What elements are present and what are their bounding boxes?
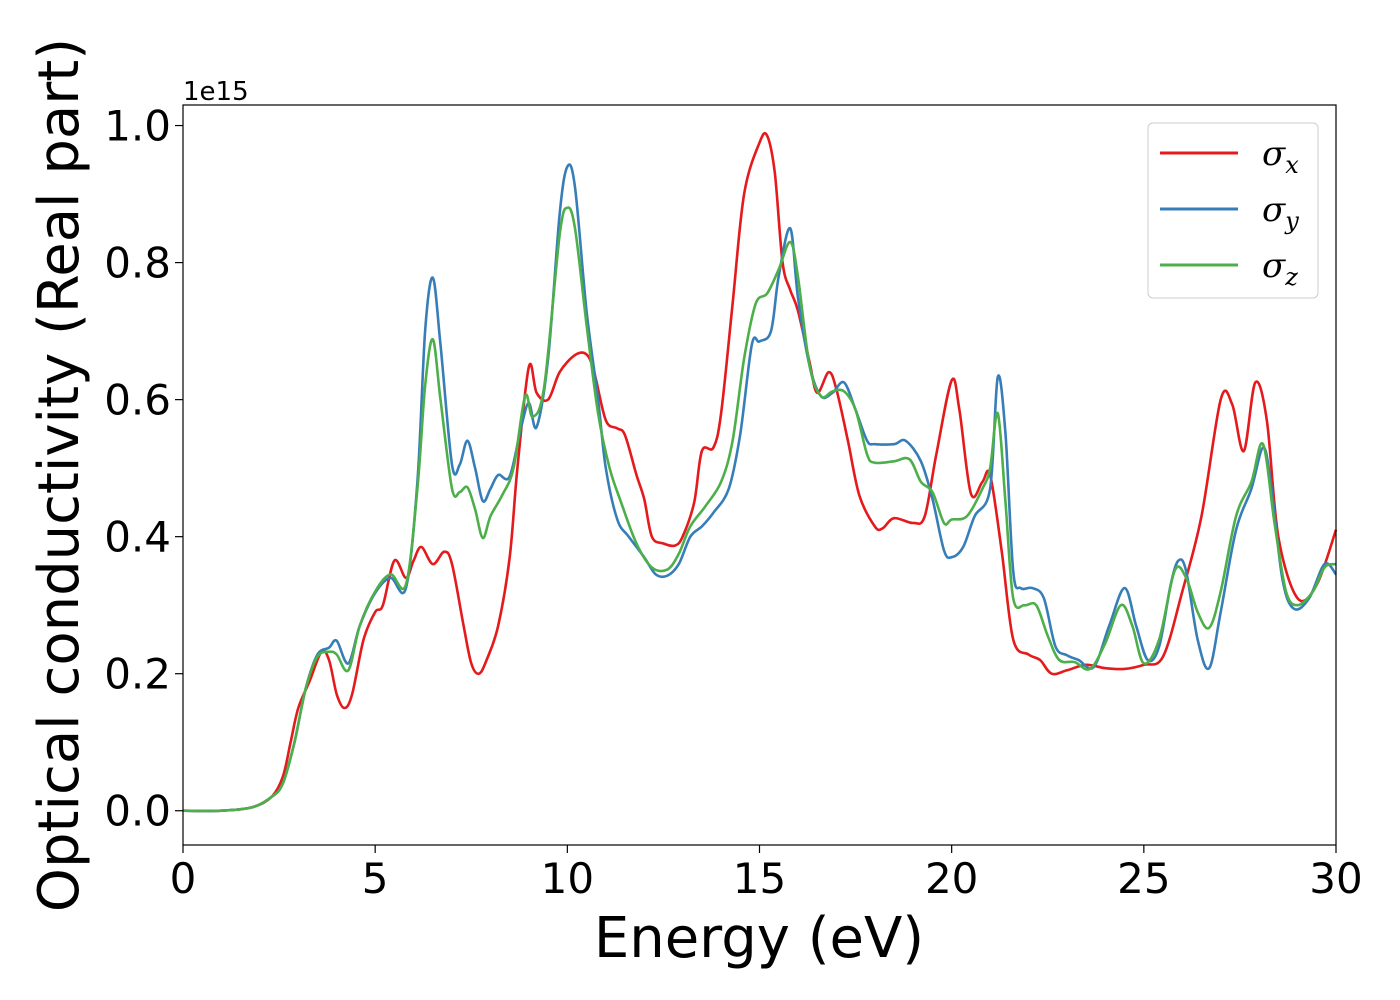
x-tick-label: 0 — [170, 854, 197, 903]
y-tick-label: 0.6 — [104, 376, 171, 425]
series-line-y — [182, 163, 1338, 813]
x-tick-label: 25 — [1117, 854, 1170, 903]
y-tick-label: 0.8 — [104, 239, 171, 288]
y-tick-label: 0.2 — [104, 650, 171, 699]
series-line-x — [182, 131, 1338, 813]
x-tick-label: 20 — [925, 854, 978, 903]
y-offset-label: 1e15 — [183, 77, 249, 107]
y-tick-label: 1.0 — [104, 102, 171, 151]
x-tick-label: 10 — [541, 854, 594, 903]
y-tick-label: 0.4 — [104, 513, 171, 562]
series-lines — [182, 131, 1338, 813]
y-axis: 0.0 0.2 0.4 0.6 0.8 1.0 — [104, 102, 183, 836]
x-axis: 0 5 10 15 20 25 30 — [170, 845, 1363, 903]
series-line-z — [182, 206, 1337, 813]
y-axis-title: Optical conductivity (Real part) — [27, 38, 92, 912]
x-tick-label: 5 — [362, 854, 389, 903]
y-tick-label: 0.0 — [104, 787, 171, 836]
x-tick-label: 15 — [733, 854, 786, 903]
x-axis-title: Energy (eV) — [594, 906, 924, 971]
x-tick-label: 30 — [1309, 854, 1362, 903]
